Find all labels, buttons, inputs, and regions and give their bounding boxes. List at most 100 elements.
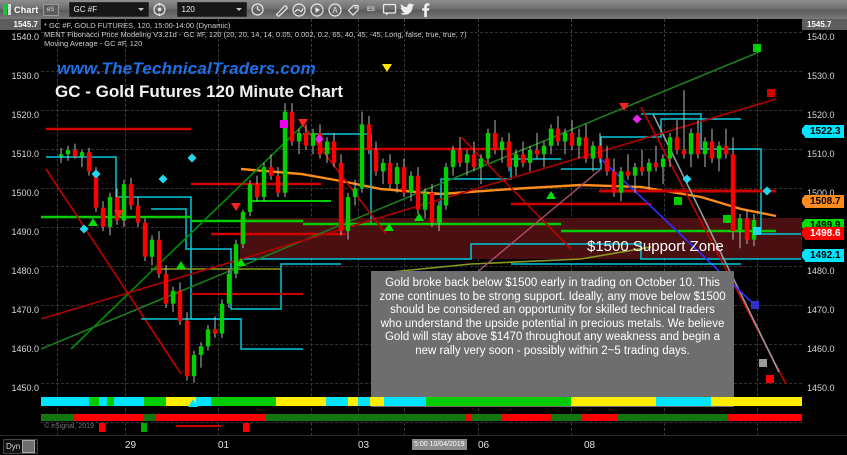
svg-text:A: A [332, 6, 338, 15]
candle-body [723, 145, 729, 155]
copyright-watermark: © eSignal, 2019 [44, 423, 94, 430]
time-label-2: 03 [358, 440, 370, 451]
price-axis-right[interactable]: 1545.7 1540.0 1530.0 1520.0 1510.0 1500.… [800, 19, 847, 436]
candle-body [310, 132, 316, 146]
candle-body [394, 167, 400, 185]
candle-body [79, 152, 85, 157]
interval-input[interactable]: 120 [176, 2, 247, 17]
price-tick-left-3: 1510.0 [11, 149, 39, 159]
dyn-label: Dyn [6, 442, 21, 451]
candle-body [618, 171, 624, 193]
price-axis-left[interactable]: 1545.7 1540.0 1530.0 1520.0 1510.0 1500.… [0, 19, 42, 436]
symbol-lookup-icon[interactable] [152, 2, 167, 17]
candle-body [541, 145, 547, 155]
signal-square-cyan-end [753, 227, 761, 235]
candle-body [387, 162, 393, 185]
candle-body [359, 124, 365, 189]
candle-body [205, 329, 211, 347]
ribbon-upper-seg-11 [348, 397, 358, 406]
price-tick-right-1: 1530.0 [807, 71, 835, 81]
tag-icon[interactable] [346, 2, 361, 17]
candle-body [331, 141, 337, 163]
candle-body [450, 150, 456, 168]
play-icon[interactable] [310, 2, 325, 17]
candle-body [667, 137, 673, 159]
tag-cyan-high: 1522.3 [800, 125, 844, 138]
candle-body [702, 141, 708, 155]
time-axis[interactable]: Dyn 29 01 03 5:00 10/04/2019 06 08 [0, 435, 847, 455]
candle-body [499, 141, 505, 151]
price-tick-right-2: 1520.0 [807, 110, 835, 120]
time-label-1: 01 [218, 440, 230, 451]
ribbon-upper-seg-13 [370, 397, 384, 406]
candle-body [625, 171, 631, 176]
interval-value: 120 [181, 5, 195, 14]
draw-pencil-icon[interactable] [274, 2, 289, 17]
candle-body [688, 132, 694, 155]
trend-line-red-up [41, 98, 777, 320]
candle-body [562, 132, 568, 142]
hgrid-0 [41, 32, 802, 33]
signal-diamond-cyan-3 [91, 169, 101, 179]
ribbon-lower-seg-10 [617, 414, 727, 421]
symbol-input[interactable]: GC #F [68, 2, 149, 17]
candle-body [184, 320, 190, 377]
dyn-icon[interactable] [22, 440, 36, 453]
candle-body [303, 132, 309, 146]
twitter-icon[interactable] [399, 2, 415, 17]
toolbar: Chart eS GC #F 120 A [0, 0, 847, 20]
price-tick-left-8: 1460.0 [11, 344, 39, 354]
signal-square-blue-end [751, 301, 759, 309]
trend-line-green-up-long [41, 51, 760, 350]
candle-body [135, 205, 141, 223]
dyn-button[interactable]: Dyn [3, 439, 39, 454]
candle-body [534, 150, 540, 155]
fib-channel-cyan-1 [46, 156, 303, 350]
ribbon-upper-seg-10 [326, 397, 348, 406]
price-tick-right-3: 1510.0 [807, 149, 835, 159]
chevron-down-icon[interactable] [137, 8, 144, 11]
chevron-down-icon-interval[interactable] [235, 8, 242, 11]
candle-body [492, 132, 498, 151]
candle-body [324, 141, 330, 155]
candle-body [198, 346, 204, 355]
ribbon-upper-seg-14 [384, 397, 426, 406]
candle-body [261, 167, 267, 197]
annotation-icon[interactable]: A [328, 2, 343, 17]
ribbon-lower-seg-8 [552, 414, 582, 421]
ribbon-lower-seg-4 [266, 414, 466, 421]
price-tick-right-6: 1480.0 [807, 266, 835, 276]
trend-line-green-up-main [70, 124, 304, 350]
time-label-3: 06 [478, 440, 490, 451]
ribbon-upper-seg-8 [211, 397, 276, 406]
candle-body [282, 111, 288, 193]
signal-triangle-up-green-4 [384, 223, 394, 231]
candle-body [338, 162, 344, 232]
ribbon-upper-seg-9 [276, 397, 326, 406]
chart-style-icon[interactable] [292, 2, 307, 17]
signal-diamond-cyan-6 [682, 174, 692, 184]
candle-body [163, 273, 169, 304]
facebook-icon[interactable] [418, 2, 433, 17]
signal-triangle-up-green [88, 218, 98, 226]
ribbon-lower-seg-11 [727, 414, 802, 421]
ribbon-lower-seg-1 [74, 414, 144, 421]
page-title: GC - Gold Futures 120 Minute Chart [55, 82, 344, 101]
candle-body [443, 167, 449, 206]
interval-clock-icon[interactable] [250, 2, 265, 17]
comment-icon[interactable] [382, 2, 397, 17]
fib-channel-cyan-5 [641, 113, 801, 235]
candle-body [513, 154, 519, 168]
candle-body [681, 150, 687, 155]
esignal-icon[interactable]: ES [364, 2, 379, 17]
candle-body [240, 211, 246, 244]
candle-body [653, 162, 659, 168]
signal-triangle-down-red-3 [298, 119, 308, 127]
candle-body [65, 150, 71, 155]
candle-body [401, 167, 407, 193]
chart-plot-area[interactable]: * GC #F, GOLD FUTURES, 120, 15:00-14:00 … [41, 19, 802, 436]
indicator-ribbon-lower [41, 414, 802, 421]
ribbon-upper-seg-6 [166, 397, 196, 406]
tag-cyan-low: 1492.1 [800, 249, 844, 262]
candle-body [716, 145, 722, 159]
